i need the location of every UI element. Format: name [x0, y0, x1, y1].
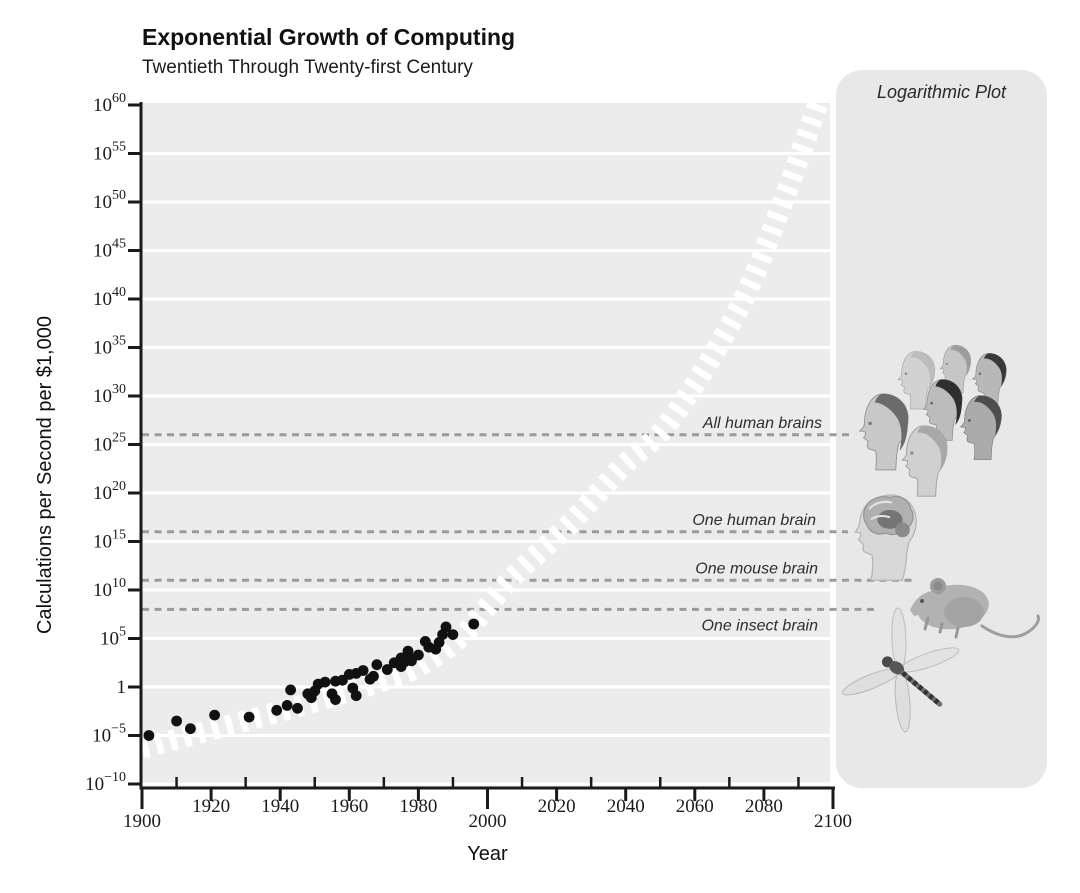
data-point — [381, 664, 393, 675]
axes-and-ticks: 1060 1055 1050 1045 1040 1035 1030 1025 1020 1015… — [85, 91, 852, 832]
data-point — [371, 659, 383, 671]
mouse-head — [910, 590, 940, 616]
chart-title: Exponential Growth of Computing — [142, 24, 516, 50]
y-tick-label: 1055 — [93, 140, 126, 165]
data-point — [413, 649, 424, 661]
scatter-points — [143, 618, 480, 741]
reference-line-label: One human brain — [692, 512, 816, 529]
y-tick-label: 1020 — [93, 479, 126, 504]
data-point — [368, 670, 379, 682]
cerebellum — [895, 522, 910, 538]
y-tick-label: 1045 — [93, 237, 126, 262]
y-tick-label: 1060 — [93, 91, 126, 116]
data-point — [209, 709, 221, 721]
data-point — [319, 676, 331, 688]
dragonfly-image — [839, 607, 962, 733]
x-tick-label: 2060 — [676, 796, 714, 817]
data-point — [357, 665, 369, 676]
reference-line-label: One mouse brain — [695, 560, 818, 577]
data-point — [243, 711, 255, 723]
x-tick-label: 2020 — [538, 796, 576, 817]
mouse-legs — [923, 616, 960, 639]
illustrations — [839, 344, 1040, 733]
y-axis-title: Calculations per Second per $1,000 — [34, 316, 56, 634]
mouse-eye — [920, 599, 924, 603]
y-tick-label: 1035 — [93, 334, 126, 359]
y-tick-label: 1015 — [93, 528, 126, 553]
chart-subtitle: Twentieth Through Twenty-first Century — [142, 57, 473, 78]
y-tick-label: 1030 — [93, 382, 126, 407]
data-point — [281, 700, 293, 711]
x-tick-label: 1940 — [261, 796, 299, 817]
data-point — [447, 629, 459, 640]
mouse-haunch — [944, 597, 984, 627]
x-tick-label: 2100 — [814, 811, 852, 832]
y-tick-label: 1040 — [93, 285, 126, 310]
data-point — [468, 618, 480, 630]
reference-line-label: One insect brain — [701, 617, 818, 634]
data-point — [440, 621, 452, 633]
y-tick-label: 10−5 — [92, 722, 126, 747]
y-tick-label: 1025 — [93, 431, 126, 456]
x-axis-title: Year — [467, 843, 508, 865]
x-tick-label: 1980 — [399, 796, 437, 817]
x-tick-label: 2040 — [607, 796, 645, 817]
trend-band-path — [139, 96, 830, 759]
reference-lines: All human brains One human brain One mouse… — [142, 415, 913, 634]
x-tick-label: 1900 — [123, 811, 161, 832]
data-point — [350, 690, 362, 702]
x-tick-label: 2000 — [469, 811, 507, 832]
y-tick-label: 1 — [117, 677, 127, 698]
data-point — [292, 702, 303, 714]
data-point — [330, 694, 341, 705]
x-tick-label: 1960 — [330, 796, 368, 817]
human-brain-image — [854, 494, 917, 581]
human-heads-image — [859, 344, 1007, 497]
mouse-ear-inner — [933, 581, 943, 591]
logarithmic-plot-label: Logarithmic Plot — [876, 82, 1007, 102]
y-tick-label: 1010 — [93, 576, 126, 601]
data-point — [271, 704, 283, 716]
gridlines — [142, 103, 830, 788]
mouse-tail — [980, 614, 1040, 639]
data-point — [171, 715, 183, 727]
x-tick-label: 1920 — [192, 796, 230, 817]
data-point — [285, 684, 296, 696]
brain-core — [877, 509, 903, 529]
dragonfly-abdomen-stripes — [901, 671, 942, 707]
y-tick-label: 1050 — [93, 188, 126, 213]
mouse-image — [910, 578, 1040, 639]
y-tick-label: 10−10 — [85, 770, 126, 795]
data-point — [143, 730, 155, 741]
x-tick-label: 2080 — [745, 796, 783, 817]
y-tick-label: 105 — [100, 625, 126, 650]
reference-line-label: All human brains — [702, 415, 822, 432]
cortex-highlight — [868, 500, 893, 521]
trend-band — [139, 96, 830, 759]
data-point — [185, 723, 196, 735]
dragonfly-thorax — [889, 661, 905, 675]
